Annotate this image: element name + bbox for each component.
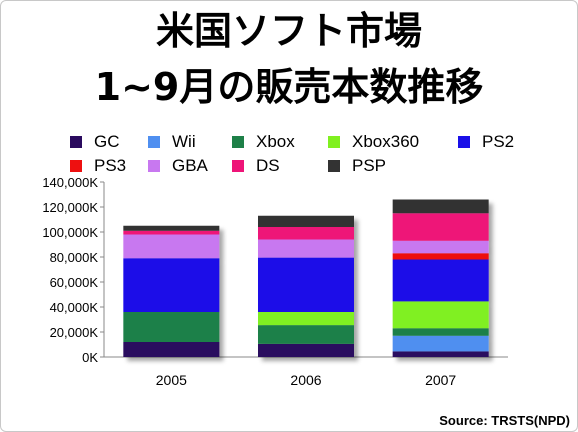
bar-stack-2007 xyxy=(392,199,489,357)
legend-label: PSP xyxy=(352,156,387,175)
bar-segment-gba-2007 xyxy=(392,240,489,254)
legend-label: GBA xyxy=(172,156,208,175)
legend-swatch xyxy=(232,136,244,148)
title-line-1: 米国ソフト市場 xyxy=(155,9,422,53)
legend-swatch xyxy=(148,160,160,172)
bar-segment-ps3-2007 xyxy=(392,253,489,260)
legend: GC Wii Xbox Xbox360 PS2 PS3 GBA DS PSP xyxy=(70,132,570,178)
bar-segment-ds-2005 xyxy=(123,230,220,235)
bar-segment-xbox360-2006 xyxy=(258,312,354,326)
bar-segment-gc-2007 xyxy=(392,351,489,357)
bar-segment-xbox-2005 xyxy=(123,312,220,342)
legend-swatch xyxy=(232,160,244,172)
legend-label: DS xyxy=(256,156,280,175)
y-tick-label: 0K xyxy=(82,350,98,365)
y-tick-label: 60,000K xyxy=(50,275,99,290)
bar-segment-ds-2006 xyxy=(258,227,354,240)
bar-segment-xbox-2006 xyxy=(258,325,354,344)
bar-segment-xbox360-2007 xyxy=(392,301,489,329)
legend-label: Xbox xyxy=(256,132,295,151)
legend-label: PS2 xyxy=(482,132,515,151)
legend-swatch xyxy=(458,136,470,148)
bar-segment-ps2-2006 xyxy=(258,257,354,312)
x-tick-label: 2005 xyxy=(156,372,187,388)
legend-label: Wii xyxy=(172,132,196,151)
x-tick-label: 2007 xyxy=(425,372,456,388)
legend-swatch xyxy=(148,136,160,148)
legend-swatch xyxy=(328,160,340,172)
bar-segment-ps2-2005 xyxy=(123,258,220,312)
bar-segment-gc-2006 xyxy=(258,343,354,357)
x-tick-label: 2006 xyxy=(290,372,321,388)
bar-segment-psp-2005 xyxy=(123,225,220,231)
bar-segment-psp-2006 xyxy=(258,215,354,227)
bar-segment-psp-2007 xyxy=(392,199,489,214)
y-tick-label: 40,000K xyxy=(50,300,99,315)
y-tick-label: 20,000K xyxy=(50,325,99,340)
legend-swatch xyxy=(70,160,82,172)
bar-segment-gba-2006 xyxy=(258,239,354,258)
title-line-2: 1~9月の販売本数推移 xyxy=(94,65,484,109)
bar-stack-2006 xyxy=(258,215,354,357)
y-tick-label: 140,000K xyxy=(42,175,98,190)
y-tick-label: 80,000K xyxy=(50,250,99,265)
y-tick-label: 120,000K xyxy=(42,200,98,215)
legend-label: PS3 xyxy=(94,156,127,175)
bar-segment-gc-2005 xyxy=(123,342,220,357)
legend-label: Xbox360 xyxy=(352,132,420,151)
bar-segment-xbox-2007 xyxy=(392,328,489,336)
bar-stack-2005 xyxy=(123,225,220,357)
legend-label: GC xyxy=(94,132,120,151)
bar-segment-wii-2007 xyxy=(392,335,489,352)
source-note: Source: TRSTS(NPD) xyxy=(439,413,570,428)
bar-segment-ps2-2007 xyxy=(392,259,489,302)
legend-swatch xyxy=(328,136,340,148)
y-tick-label: 100,000K xyxy=(42,225,98,240)
legend-swatch xyxy=(70,136,82,148)
bar-segment-gba-2005 xyxy=(123,234,220,259)
bar-segment-ds-2007 xyxy=(392,213,489,241)
